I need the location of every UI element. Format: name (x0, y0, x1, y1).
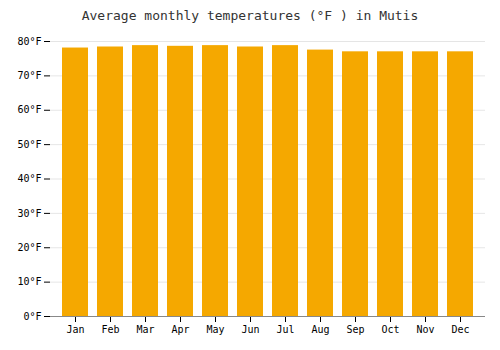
svg-text:30°F: 30°F (17, 208, 41, 219)
html-text:Average monthly temperatures (: Average monthly temperatures (°F ) in Mu… (81, 8, 419, 23)
svg-text:Aug: Aug (311, 324, 329, 335)
svg-text:May: May (206, 324, 224, 335)
svg-text:Jun: Jun (241, 324, 259, 335)
svg-text:60°F: 60°F (17, 104, 41, 115)
svg-text:80°F: 80°F (17, 36, 41, 47)
svg-text:10°F: 10°F (17, 276, 41, 287)
svg-text:Oct: Oct (381, 324, 399, 335)
svg-text:Feb: Feb (101, 324, 119, 335)
svg-text:20°F: 20°F (17, 242, 41, 253)
svg-text:Mar: Mar (136, 324, 154, 335)
svg-text:Sep: Sep (346, 324, 364, 335)
svg-text:Nov: Nov (416, 324, 434, 335)
svg-text:50°F: 50°F (17, 139, 41, 150)
svg-text:0°F: 0°F (23, 311, 41, 322)
svg-text:Dec: Dec (451, 324, 469, 335)
svg-text:Apr: Apr (171, 324, 189, 335)
svg-text:Jul: Jul (276, 324, 294, 335)
svg-text:40°F: 40°F (17, 173, 41, 184)
svg-text:70°F: 70°F (17, 70, 41, 81)
svg-text:Jan: Jan (66, 324, 84, 335)
